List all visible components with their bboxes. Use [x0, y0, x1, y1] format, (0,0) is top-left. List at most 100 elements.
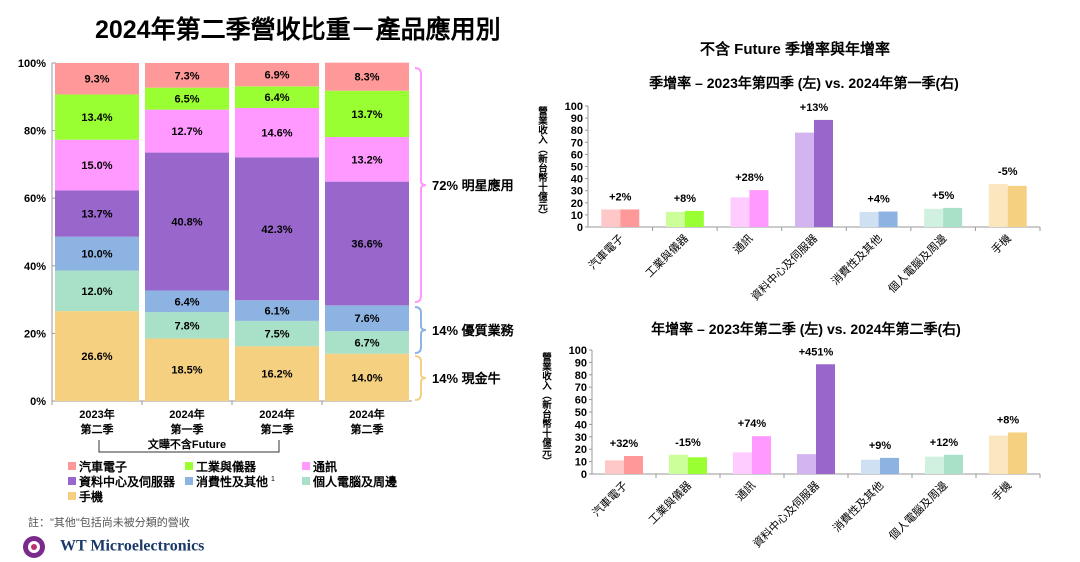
data-label: 6.1%: [264, 306, 289, 318]
brace: [414, 67, 427, 303]
legend-item: 個人電腦及周邊: [312, 474, 397, 489]
growth-label: +5%: [932, 190, 955, 202]
y-tick-label: 10: [571, 210, 583, 222]
bracket-label: 文曄不含Future: [148, 437, 226, 451]
data-label: 12.7%: [171, 126, 202, 138]
stack-segment: [145, 338, 229, 401]
bar-left: [859, 211, 879, 227]
stack-segment: [325, 90, 409, 138]
bar-left: [989, 435, 1008, 474]
x-tick-label: 資料中心及伺服器: [748, 231, 820, 303]
segment-annotation: 72% 明星應用: [432, 178, 514, 193]
stack-segment: [235, 300, 319, 321]
data-label: 13.7%: [351, 109, 382, 121]
stack-segment: [235, 320, 319, 347]
y-tick-label: 30: [571, 186, 583, 198]
growth-label: +13%: [800, 102, 829, 114]
legend-item: 消費性及其他: [196, 474, 268, 489]
stack-segment: [55, 94, 139, 140]
bar-right: [944, 454, 963, 474]
stack-segment: [145, 312, 229, 339]
y-tick-label: 80: [571, 125, 583, 137]
data-label: 7.6%: [354, 313, 379, 325]
legend-item: 通訊: [313, 459, 337, 474]
logo-icon: [23, 536, 45, 558]
stack-segment: [55, 190, 139, 237]
stack-segment: [145, 152, 229, 291]
stack-segment: [235, 346, 319, 401]
y-tick-label: 80: [575, 370, 587, 382]
y-tick-label: 80%: [24, 126, 46, 138]
bar-left: [601, 209, 621, 227]
stack-segment: [55, 270, 139, 312]
legend-swatch: [185, 462, 193, 470]
page-title: 2024年第二季營收比重－產品應用別: [95, 16, 501, 44]
x-tick-label: 汽車電子: [589, 478, 630, 519]
brace: [414, 355, 427, 401]
bar-left: [924, 208, 944, 227]
growth-label: -15%: [675, 437, 701, 449]
y-tick-label: 10: [575, 457, 587, 469]
bar-right: [1007, 185, 1027, 227]
chart-title: 季增率 – 2023年第四季 (左) vs. 2024年第一季(右): [648, 75, 959, 91]
stack-segment: [145, 109, 229, 153]
yoy-y-axis-label: 營業收入（新台幣十億元）: [540, 352, 551, 466]
stack-segment: [235, 107, 319, 158]
data-label: 16.2%: [261, 369, 292, 381]
data-label: 6.5%: [174, 94, 199, 106]
data-label: 8.3%: [354, 72, 379, 84]
bar-right: [880, 457, 899, 474]
qoq-y-axis-label: 營業收入（新台幣十億元）: [536, 106, 547, 220]
legend-swatch: [68, 462, 76, 470]
growth-label: +4%: [867, 194, 890, 206]
y-tick-label: 20: [571, 198, 583, 210]
x-tick-label: 工業與儀器: [642, 231, 691, 280]
x-tick-label: 手機: [988, 231, 1013, 256]
bar-left: [988, 184, 1008, 227]
bar-left: [861, 459, 880, 474]
growth-label: +28%: [735, 172, 764, 184]
data-label: 18.5%: [171, 365, 202, 377]
bar-right: [816, 364, 835, 474]
y-tick-label: 90: [571, 113, 583, 125]
x-tick-label: 2024年: [259, 407, 294, 421]
data-label: 12.0%: [81, 286, 112, 298]
legend-item: 資料中心及伺服器: [79, 474, 176, 489]
brace: [414, 306, 427, 354]
y-tick-label: 20: [575, 444, 587, 456]
data-label: 14.6%: [261, 128, 292, 140]
bar-left: [665, 211, 685, 227]
data-label: 36.6%: [351, 238, 382, 250]
stack-segment: [325, 181, 409, 306]
stack-segment: [55, 236, 139, 271]
legend-item: 汽車電子: [79, 459, 127, 474]
x-tick-label: 資料中心及伺服器: [750, 478, 822, 550]
x-tick-label: 個人電腦及周邊: [886, 478, 950, 542]
data-label: 6.4%: [264, 92, 289, 104]
segment-annotation: 14% 優質業務: [432, 323, 515, 338]
stack-segment: [145, 63, 229, 88]
data-label: 9.3%: [84, 74, 109, 86]
data-label: 26.6%: [81, 351, 112, 363]
bar-right: [1008, 432, 1027, 474]
y-tick-label: 70: [575, 382, 587, 394]
y-tick-label: 0: [581, 469, 587, 481]
stack-segment: [55, 139, 139, 191]
stack-segment: [145, 87, 229, 110]
segment-annotation: 14% 現金牛: [432, 371, 501, 386]
x-tick-label: 2024年: [349, 407, 384, 421]
bar-right: [624, 456, 643, 474]
x-tick-label: 手機: [989, 478, 1014, 503]
growth-label: -5%: [998, 166, 1018, 178]
x-tick-label: 第二季: [81, 422, 115, 436]
y-tick-label: 90: [575, 357, 587, 369]
data-label: 6.7%: [354, 337, 379, 349]
x-tick-label: 2024年: [169, 407, 204, 421]
bar-left: [797, 454, 816, 474]
growth-label: +12%: [930, 437, 959, 449]
y-tick-label: 70: [571, 137, 583, 149]
x-tick-label: 工業與儀器: [645, 478, 694, 527]
x-tick-label: 第二季: [261, 422, 295, 436]
legend-swatch: [185, 477, 193, 485]
